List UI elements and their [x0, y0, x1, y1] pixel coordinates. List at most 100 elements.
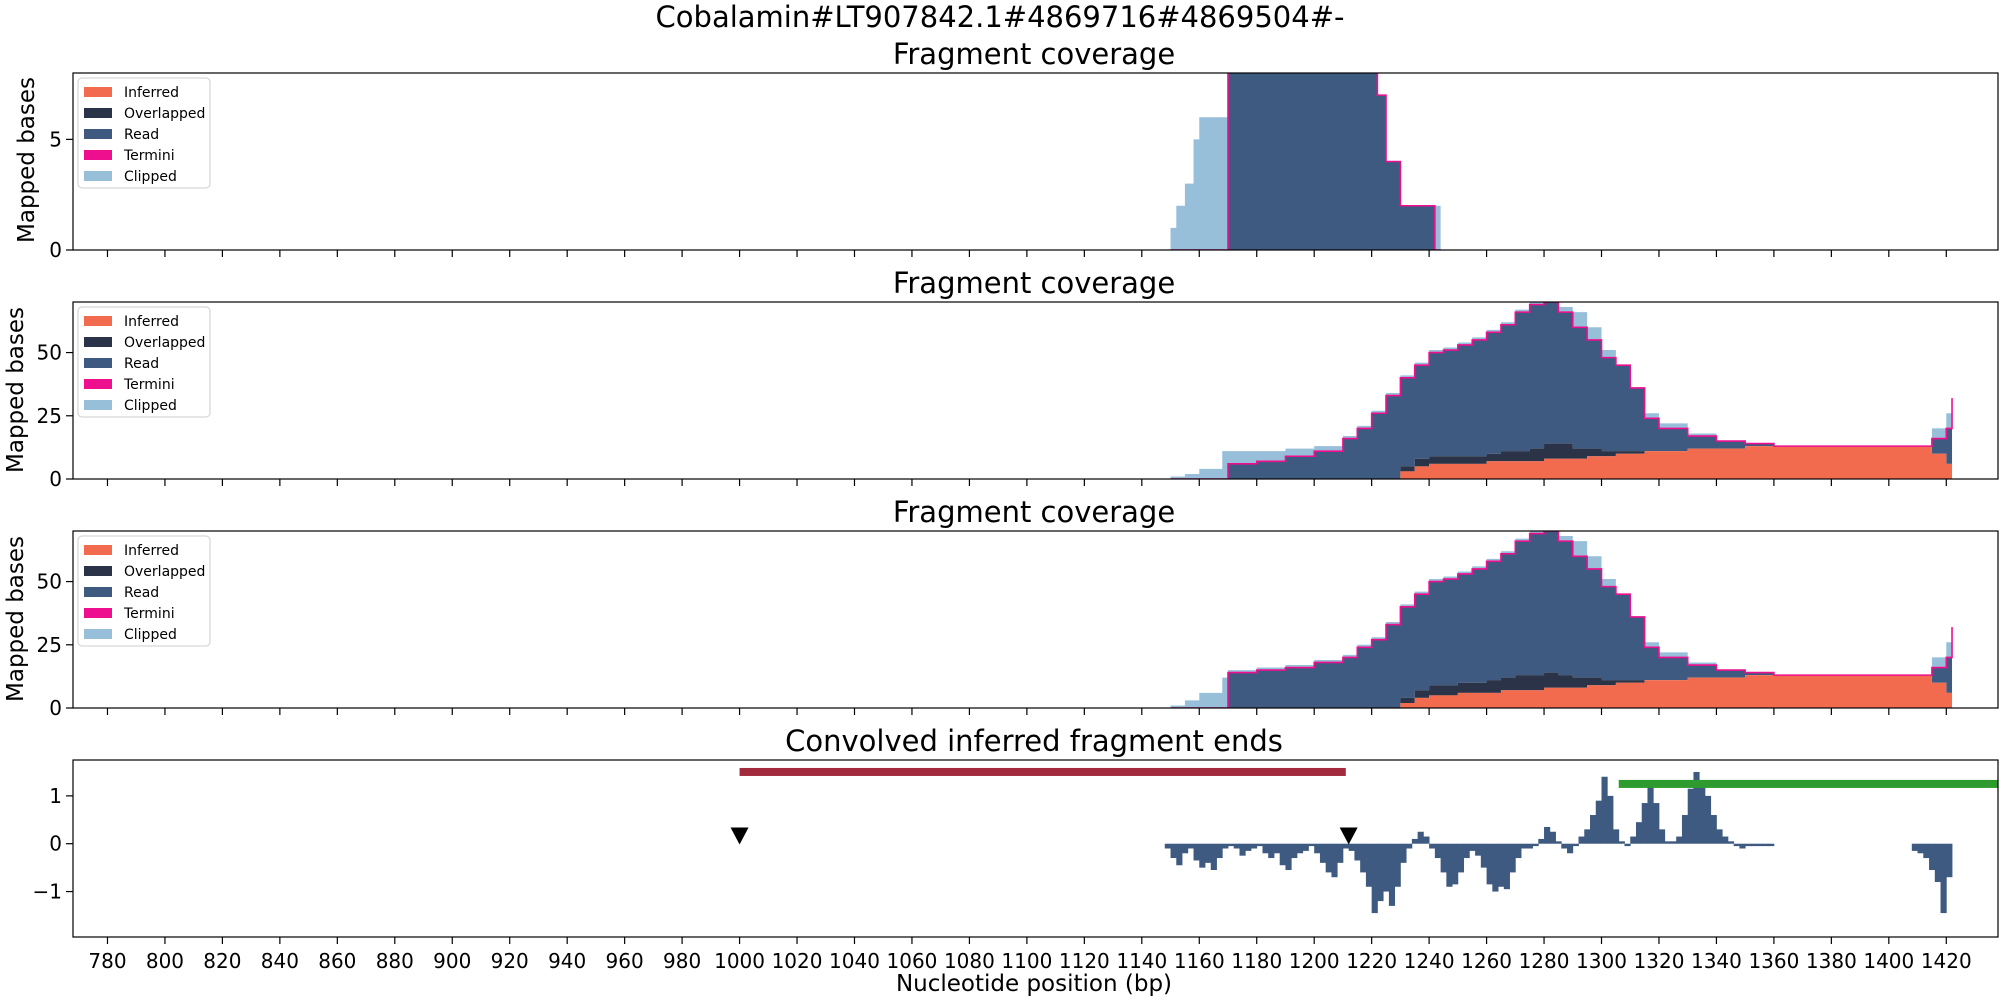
- signal-bar: [1256, 843, 1263, 847]
- signal-bar: [1538, 838, 1545, 844]
- signal-bar: [1929, 843, 1936, 871]
- signal-bar: [1302, 843, 1309, 851]
- signal-bar: [1670, 841, 1677, 844]
- panel-4: Convolved inferred fragment ends Nucleot…: [33, 724, 1999, 997]
- signal-bar: [1521, 843, 1528, 849]
- axes-frame: [72, 759, 1999, 938]
- signal-bar: [1750, 843, 1758, 847]
- signal-bar: [1940, 843, 1947, 914]
- signal-bar: [1182, 843, 1189, 854]
- y-tick-label: 25: [37, 404, 62, 428]
- x-tick-label: 1040: [829, 949, 880, 973]
- x-tick-label: 1380: [1806, 949, 1857, 973]
- signal-bar: [1647, 783, 1654, 844]
- signal-bar: [1228, 843, 1235, 847]
- termini-line: [1170, 302, 1953, 479]
- signal-bar: [1337, 843, 1344, 863]
- legend-label: Inferred: [124, 314, 179, 330]
- signal-bar: [1618, 841, 1625, 844]
- signal-bar: [1434, 843, 1442, 859]
- signal-bar: [1371, 843, 1378, 914]
- signal-bar: [1452, 843, 1459, 885]
- figure-suptitle: Cobalamin#LT907842.1#4869716#4869504#-: [656, 0, 1345, 34]
- read-area: [1170, 531, 1953, 708]
- signal-bar: [1457, 843, 1464, 873]
- panel-3: Fragment coverage Mapped bases 0 25 50 Infe…: [3, 495, 1999, 720]
- x-tick-label: 1140: [1116, 949, 1167, 973]
- x-tick-label: 1160: [1174, 949, 1225, 973]
- legend-swatch: [84, 587, 112, 597]
- axes-frame: [72, 530, 1999, 709]
- x-tick-label: 1320: [1634, 949, 1685, 973]
- y-tick-label: 0: [49, 696, 62, 720]
- signal-bar: [1544, 826, 1551, 844]
- signal-bar: [1170, 843, 1177, 859]
- signal-bar: [1687, 788, 1694, 844]
- legend-swatch: [84, 316, 112, 326]
- signal-bar: [1262, 843, 1269, 854]
- x-tick-label: 1300: [1576, 949, 1627, 973]
- signal-bar: [1411, 838, 1419, 844]
- signal-bar: [1308, 843, 1315, 847]
- signal-bar: [1268, 843, 1275, 859]
- signal-bar: [1515, 843, 1522, 859]
- signal-bar: [1233, 843, 1240, 849]
- signal-bar: [1314, 843, 1321, 854]
- y-tick-label: 1: [49, 784, 62, 808]
- signal-bar: [1360, 843, 1367, 873]
- signal-bar: [1555, 841, 1562, 844]
- panel-1-title: Fragment coverage: [893, 37, 1175, 71]
- legend-swatch: [84, 87, 112, 97]
- y-tick-label: 50: [37, 341, 62, 365]
- signal-bar: [1279, 843, 1286, 866]
- signal-bar: [1285, 843, 1292, 871]
- signal-bar: [1613, 829, 1620, 844]
- legend-label: Read: [124, 585, 159, 601]
- signal-bar: [1710, 815, 1717, 844]
- read-area: [1170, 302, 1953, 479]
- legend-swatch: [84, 150, 112, 160]
- signal-bar: [1624, 843, 1631, 847]
- legend-swatch: [84, 358, 112, 368]
- panel-4-xlabel: Nucleotide position (bp): [896, 971, 1172, 997]
- x-tick-label: 1220: [1346, 949, 1397, 973]
- x-tick-label: 1420: [1921, 949, 1972, 973]
- termini-line: [1170, 531, 1953, 708]
- x-tick-label: 860: [318, 949, 356, 973]
- signal-bar: [1331, 843, 1338, 878]
- signal-bar: [1768, 843, 1775, 847]
- axes-frame: [72, 301, 1999, 480]
- plot-area: [1170, 302, 1953, 479]
- legend-label: Clipped: [124, 627, 177, 643]
- x-tick-label: 780: [88, 949, 126, 973]
- signal-bar: [1578, 836, 1585, 844]
- signal-bar: [1492, 843, 1499, 892]
- green-interval-bar: [1618, 779, 1998, 788]
- legend-label: Overlapped: [124, 106, 205, 122]
- signal-bar: [1250, 843, 1258, 849]
- signal-bar: [1526, 843, 1533, 849]
- x-tick-label: 920: [491, 949, 529, 973]
- signal-bar: [1567, 843, 1574, 854]
- panel-4-title: Convolved inferred fragment ends: [785, 724, 1283, 758]
- signal-bar: [1727, 841, 1735, 844]
- legend-label: Termini: [123, 377, 175, 393]
- signal-bar: [1934, 843, 1941, 882]
- signal-bar: [1756, 843, 1763, 847]
- signal-bar: [1348, 843, 1355, 851]
- legend-swatch: [84, 608, 112, 618]
- signal-bar: [1205, 843, 1212, 863]
- signal-bar: [1319, 843, 1327, 863]
- panel-3-title: Fragment coverage: [893, 495, 1175, 529]
- signal-bar: [1658, 829, 1666, 844]
- signal-bar: [1498, 843, 1505, 887]
- signal-bar: [1704, 795, 1712, 844]
- signal-bar: [1365, 843, 1373, 887]
- legend-label: Read: [124, 356, 159, 372]
- legend: Inferred Overlapped Read Termini Clipped: [77, 306, 211, 418]
- legend: Inferred Overlapped Read Termini Clipped: [77, 77, 211, 189]
- signal-bar: [1176, 843, 1183, 866]
- red-interval-bar: [739, 767, 1346, 776]
- x-tick-label: 840: [261, 949, 299, 973]
- signal-bar: [1595, 800, 1602, 844]
